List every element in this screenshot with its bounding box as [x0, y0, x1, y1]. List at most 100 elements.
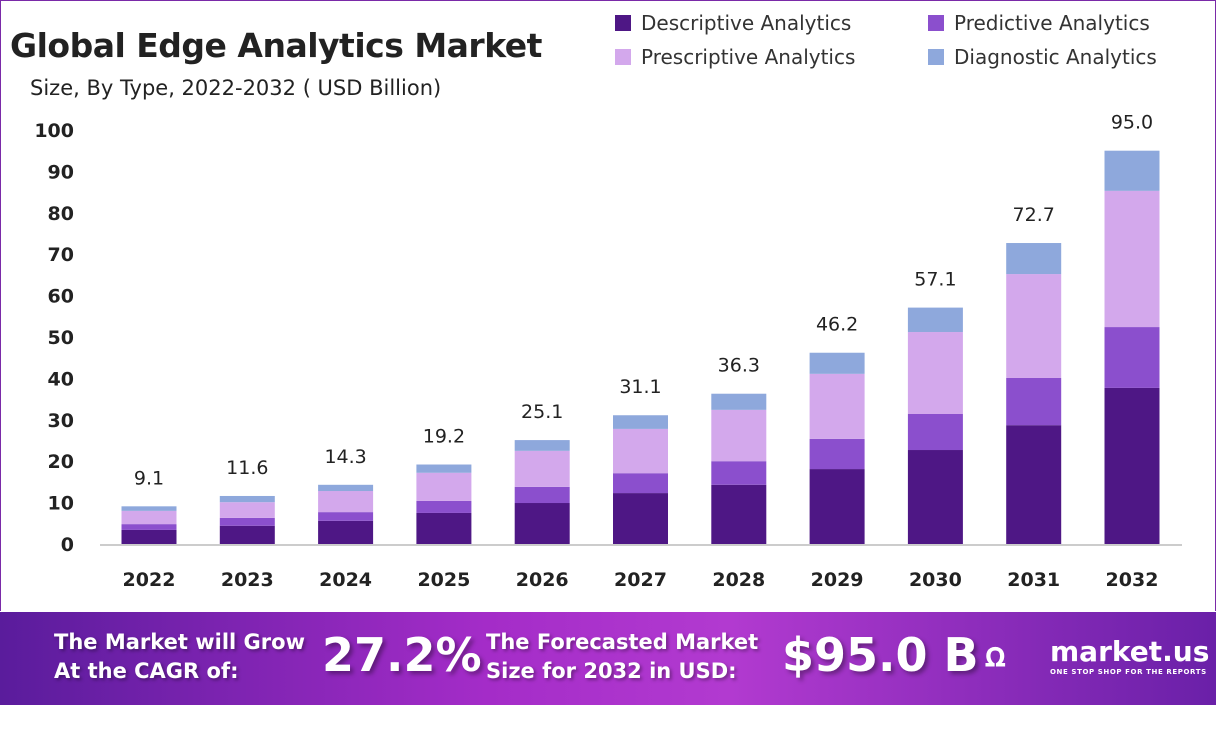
y-tick-label: 10 — [48, 493, 74, 515]
bar-segment-descriptive-analytics — [907, 450, 963, 544]
bar-segment-descriptive-analytics — [613, 493, 668, 544]
bar-total-label: 36.3 — [718, 355, 760, 377]
legend-swatch — [615, 15, 631, 31]
bar-segment-predictive-analytics — [514, 486, 570, 504]
bar-segment-diagnostic-analytics — [809, 352, 865, 374]
x-tick-label: 2026 — [516, 569, 569, 591]
bar-segment-predictive-analytics — [318, 512, 374, 521]
y-tick-label: 90 — [48, 161, 74, 183]
bar-segment-prescriptive-analytics — [318, 491, 374, 513]
market-us-logo-icon: ꭥ — [985, 635, 1006, 675]
legend-swatch — [615, 49, 631, 65]
logo-tagline: ONE STOP SHOP FOR THE REPORTS — [1050, 668, 1207, 676]
chart-title: Global Edge Analytics Market — [10, 26, 542, 65]
legend-label: Diagnostic Analytics — [954, 45, 1157, 69]
legend-swatch — [928, 15, 944, 31]
bar-segment-prescriptive-analytics — [1104, 190, 1160, 328]
bar-segment-diagnostic-analytics — [318, 484, 374, 492]
size-label-line2: Size for 2032 in USD: — [486, 659, 737, 683]
bar-segment-descriptive-analytics — [416, 512, 472, 544]
bar-segment-diagnostic-analytics — [613, 415, 668, 429]
bar-segment-prescriptive-analytics — [809, 373, 865, 439]
x-tick-label: 2029 — [811, 569, 864, 591]
logo-name: market.us — [1050, 635, 1210, 668]
bar-segment-predictive-analytics — [1006, 377, 1062, 426]
bar-segment-diagnostic-analytics — [219, 495, 275, 503]
bar-total-label: 46.2 — [816, 314, 858, 336]
bar-segment-diagnostic-analytics — [121, 506, 177, 511]
x-tick-label: 2032 — [1106, 569, 1159, 591]
bar-segment-prescriptive-analytics — [907, 332, 963, 415]
bar-segment-diagnostic-analytics — [907, 307, 963, 333]
bar-segment-predictive-analytics — [711, 461, 767, 485]
bar-segment-diagnostic-analytics — [1006, 243, 1062, 275]
y-tick-label: 60 — [48, 286, 74, 308]
bar-total-label: 95.0 — [1111, 112, 1153, 134]
cagr-label: The Market will Grow At the CAGR of: — [54, 628, 305, 686]
bar-total-label: 19.2 — [423, 426, 465, 448]
chart-subtitle: Size, By Type, 2022-2032 ( USD Billion) — [30, 76, 442, 100]
bar-segment-diagnostic-analytics — [416, 464, 472, 473]
bar-segment-predictive-analytics — [1104, 327, 1160, 388]
legend-item-descriptive: Descriptive Analytics — [615, 11, 851, 35]
y-tick-label: 80 — [48, 203, 74, 225]
y-tick-label: 100 — [34, 120, 74, 142]
legend-item-predictive: Predictive Analytics — [928, 11, 1150, 35]
legend-label: Descriptive Analytics — [641, 11, 852, 35]
bar-segment-prescriptive-analytics — [1006, 274, 1062, 378]
size-label: The Forecasted Market Size for 2032 in US… — [486, 628, 758, 686]
y-tick-label: 40 — [48, 368, 74, 390]
bar-total-label: 57.1 — [914, 269, 956, 291]
x-tick-label: 2023 — [221, 569, 274, 591]
x-tick-label: 2028 — [712, 569, 765, 591]
bar-segment-descriptive-analytics — [1104, 387, 1160, 544]
summary-banner: The Market will Grow At the CAGR of: 27.2… — [0, 612, 1216, 705]
bar-total-label: 25.1 — [521, 401, 563, 423]
size-label-line1: The Forecasted Market — [486, 630, 759, 654]
bar-total-label: 14.3 — [324, 446, 366, 468]
x-tick-label: 2030 — [909, 569, 962, 591]
cagr-label-line2: At the CAGR of: — [54, 659, 239, 683]
bar-segment-prescriptive-analytics — [219, 502, 275, 518]
bar-segment-descriptive-analytics — [121, 529, 177, 544]
bar-segment-predictive-analytics — [219, 517, 275, 526]
bar-segment-predictive-analytics — [416, 500, 472, 513]
x-tick-label: 2031 — [1007, 569, 1060, 591]
bar-segment-descriptive-analytics — [514, 503, 570, 544]
y-tick-label: 50 — [48, 327, 74, 349]
legend-swatch — [928, 49, 944, 65]
y-tick-label: 0 — [61, 534, 74, 556]
bar-segment-descriptive-analytics — [711, 484, 767, 544]
bar-segment-predictive-analytics — [121, 524, 177, 530]
y-tick-label: 70 — [48, 244, 74, 266]
bar-segment-descriptive-analytics — [318, 520, 374, 544]
x-tick-label: 2022 — [123, 569, 176, 591]
bar-total-label: 11.6 — [226, 457, 268, 479]
bar-segment-descriptive-analytics — [1006, 425, 1062, 544]
bar-segment-predictive-analytics — [809, 438, 865, 470]
legend-label: Predictive Analytics — [954, 11, 1150, 35]
cagr-value: 27.2% — [322, 628, 482, 682]
x-tick-label: 2027 — [614, 569, 667, 591]
bar-segment-prescriptive-analytics — [514, 450, 570, 487]
legend-item-diagnostic: Diagnostic Analytics — [928, 45, 1157, 69]
size-value: $95.0 B — [782, 628, 979, 682]
legend-item-prescriptive: Prescriptive Analytics — [615, 45, 855, 69]
legend-label: Prescriptive Analytics — [641, 45, 856, 69]
y-tick-label: 30 — [48, 410, 74, 432]
y-tick-label: 20 — [48, 451, 74, 473]
bar-segment-prescriptive-analytics — [416, 472, 472, 501]
bar-segment-diagnostic-analytics — [711, 393, 767, 410]
bar-total-label: 31.1 — [619, 376, 661, 398]
bar-segment-predictive-analytics — [907, 414, 963, 451]
cagr-label-line1: The Market will Grow — [54, 630, 305, 654]
bar-segment-descriptive-analytics — [219, 525, 275, 544]
bar-segment-prescriptive-analytics — [121, 510, 177, 525]
bar-segment-diagnostic-analytics — [1104, 150, 1160, 191]
x-tick-label: 2025 — [417, 569, 470, 591]
bar-segment-descriptive-analytics — [809, 469, 865, 544]
bar-total-label: 72.7 — [1013, 204, 1055, 226]
bar-segment-prescriptive-analytics — [711, 409, 767, 462]
bar-segment-predictive-analytics — [613, 473, 668, 494]
